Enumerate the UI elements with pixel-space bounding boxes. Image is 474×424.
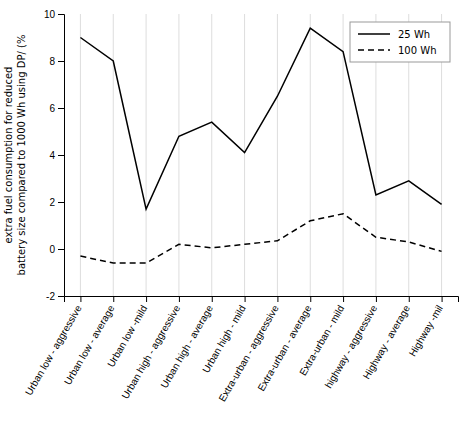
x-tick: Highway -mil [407, 296, 445, 358]
y-tick-mark [58, 296, 64, 297]
grid-line [211, 14, 212, 296]
legend-swatch [358, 33, 390, 35]
x-tick-mark [409, 296, 410, 302]
x-tick-mark [113, 296, 114, 302]
y-tick-label: 6 [49, 103, 55, 114]
y-tick-label: -2 [46, 291, 55, 302]
y-tick-label: 10 [44, 9, 56, 20]
legend-swatch [358, 49, 390, 51]
series-line [80, 214, 441, 263]
plot: -2 0 2 4 6 8 10 Urban low - aggressiveUrban low… [3, 9, 459, 404]
y-tick-label: 0 [49, 244, 55, 255]
y-tick-mark [58, 202, 64, 203]
x-tick: Extra-urban - aggressive [216, 296, 280, 404]
grid-line [80, 14, 81, 296]
y-axis-title-line: extra fuel consumption for reduced [3, 67, 14, 244]
y-tick: 2 [49, 197, 64, 208]
grid-line [310, 14, 311, 296]
y-tick-label: 4 [49, 150, 55, 161]
grid-line [146, 14, 147, 296]
y-axis-title-line: battery size compared to 1000 Wh using D… [16, 35, 27, 276]
y-tick: 8 [49, 56, 64, 67]
y-tick-label: 2 [49, 197, 55, 208]
y-tick-mark [58, 14, 64, 15]
x-tick-mark [310, 296, 311, 302]
lines [80, 28, 441, 263]
y-tick-mark [58, 155, 64, 156]
y-tick: 6 [49, 103, 64, 114]
x-tick-mark [179, 296, 180, 302]
x-tick-mark [442, 296, 443, 302]
y-axis-title: extra fuel consumption for reducedbatter… [3, 35, 27, 276]
x-tick-label: Urban low - aggressive [23, 303, 84, 397]
y-tick-mark [58, 249, 64, 250]
chart: -2 0 2 4 6 8 10 Urban low - aggressiveUrban low… [0, 0, 474, 424]
x-tick: Highway - average [361, 296, 412, 381]
x-tick-mark [245, 296, 246, 302]
x-tick-label: Highway -mil [407, 303, 445, 358]
y-tick: 10 [44, 9, 64, 20]
y-tick-mark [58, 61, 64, 62]
x-axis: Urban low - aggressiveUrban low - averag… [23, 296, 458, 404]
y-tick: 4 [49, 150, 64, 161]
x-axis-line [65, 297, 459, 303]
x-tick-label: Extra-urban - aggressive [216, 303, 280, 404]
grid-line [178, 14, 179, 296]
x-tick-label: Extra-urban - average [255, 303, 313, 393]
x-tick: Urban high - average [159, 296, 216, 390]
x-tick: Urban low - aggressive [23, 296, 84, 397]
x-tick-label: Urban low - average [62, 303, 117, 387]
grid-line [244, 14, 245, 296]
x-tick-label: Highway - average [361, 303, 412, 381]
y-tick-label: 8 [49, 56, 55, 67]
x-tick-mark [376, 296, 377, 302]
y-tick: -2 [46, 291, 64, 302]
legend-label: 100 Wh [398, 45, 437, 56]
grid-line [277, 14, 278, 296]
legend: 25 Wh 100 Wh [350, 22, 450, 62]
x-tick-label: Urban high - aggressive [120, 303, 183, 401]
x-tick: Urban low - average [62, 296, 117, 387]
grid-line [113, 14, 114, 296]
legend-label: 25 Wh [398, 29, 430, 40]
x-tick-mark [343, 296, 344, 302]
y-tick: 0 [49, 244, 64, 255]
x-tick: Urban high - aggressive [120, 296, 183, 401]
x-tick: Extra-urban - average [255, 296, 313, 393]
y-axis: -2 0 2 4 6 8 10 [44, 9, 65, 302]
y-axis-line [58, 15, 65, 297]
x-tick-mark [277, 296, 278, 302]
x-tick-mark [212, 296, 213, 302]
x-tick-mark [80, 296, 81, 302]
x-tick-label: Urban high - average [159, 303, 216, 390]
legend-frame [350, 22, 450, 62]
x-tick-mark [146, 296, 147, 302]
y-tick-mark [58, 108, 64, 109]
